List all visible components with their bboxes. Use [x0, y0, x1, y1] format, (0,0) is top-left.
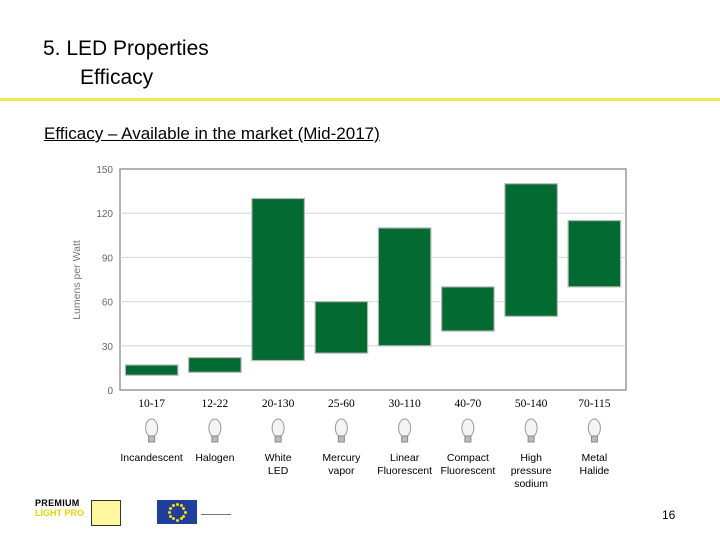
sodium-lamp-icon — [524, 418, 538, 443]
y-tick-label: 120 — [96, 209, 113, 220]
mercury-lamp-icon — [334, 418, 348, 443]
metal-halide-icon — [587, 418, 601, 443]
range-label: 12-22 — [201, 398, 228, 410]
page-number: 16 — [662, 508, 676, 522]
premium-light-logo: PREMIUM LIGHT PRO — [35, 498, 125, 526]
cfl-icon — [461, 418, 475, 443]
lamp-label: High pressure sodium — [510, 452, 552, 490]
range-label: 25-60 — [328, 398, 355, 410]
lamp-label: White LED — [264, 452, 292, 477]
bar-7 — [504, 183, 558, 317]
slide-title: 5. LED Properties Efficacy — [43, 34, 209, 92]
y-tick-label: 150 — [96, 165, 113, 176]
bar-5 — [377, 227, 432, 347]
led-bulb-icon — [271, 418, 285, 443]
lamp-label: Metal Halide — [579, 452, 610, 477]
range-label: 70-115 — [578, 398, 610, 410]
range-label: 30-110 — [389, 398, 421, 410]
eu-flag-logo — [157, 500, 231, 524]
bar-3 — [251, 197, 305, 362]
range-label: 40-70 — [454, 398, 481, 410]
efficacy-chart: 0 30 60 90 120 150 Lumens per Watt 10-17 12-22 20… — [71, 165, 627, 443]
y-tick-label: 90 — [102, 253, 114, 264]
bar-8 — [567, 219, 622, 288]
y-tick-label: 30 — [102, 342, 114, 353]
slide-title-line2: Efficacy — [80, 66, 154, 89]
range-label: 20-130 — [262, 398, 295, 410]
bulb-icon — [145, 418, 159, 443]
range-label: 10-17 — [138, 398, 165, 410]
lamp-label: Compact Fluorescent — [440, 452, 496, 477]
slide-title-line1: 5. LED Properties — [43, 37, 209, 60]
bar-4 — [314, 301, 369, 354]
y-tick-label: 0 — [107, 386, 113, 397]
y-tick-label: 60 — [102, 298, 114, 309]
lamp-label: Mercury vapor — [322, 452, 361, 477]
bar-2 — [188, 356, 242, 373]
title-divider — [0, 98, 720, 101]
y-axis-label: Lumens per Watt — [71, 240, 83, 320]
lamp-label: Incandescent — [120, 452, 183, 464]
linear-tube-icon — [398, 418, 412, 443]
lamp-label: Linear Fluorescent — [377, 452, 433, 477]
halogen-bulb-icon — [208, 418, 222, 443]
bar-6 — [441, 286, 495, 332]
bar-1 — [124, 364, 179, 376]
lamp-label: Halogen — [195, 452, 235, 464]
range-label: 50-140 — [515, 398, 548, 410]
slide-subtitle: Efficacy – Available in the market (Mid-… — [44, 124, 380, 143]
